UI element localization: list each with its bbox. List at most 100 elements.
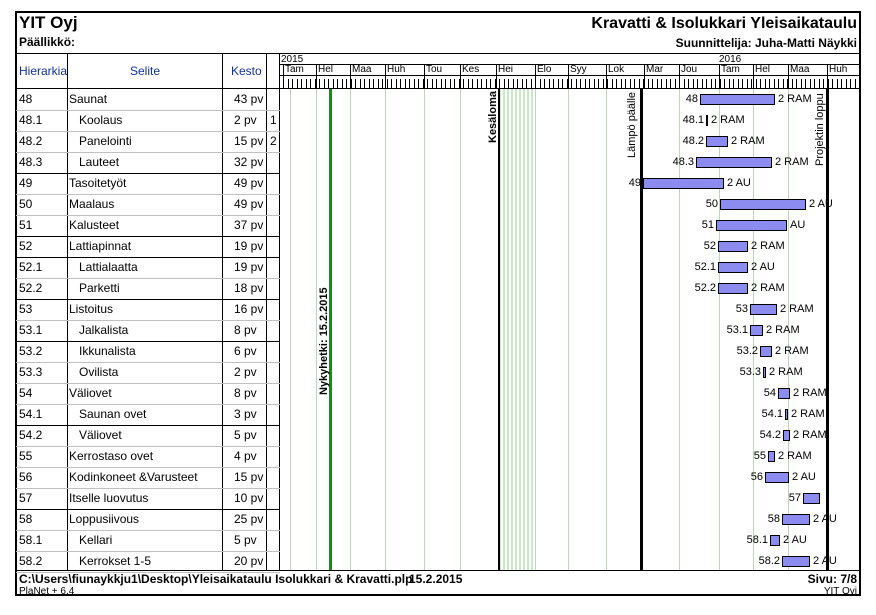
day-tick [508,79,509,88]
day-tick [306,79,307,88]
row-description: Saunat [69,92,108,106]
row-hierarchy: 48.3 [19,155,43,169]
gantt-bar[interactable] [783,430,790,441]
day-tick [589,79,590,88]
day-tick [463,79,464,88]
row-hierarchy: 53.2 [19,344,43,358]
day-tick [472,79,473,88]
gantt-bar[interactable] [785,409,788,420]
bar-resource-label: 2 RAM [751,282,785,294]
day-tick [729,79,730,88]
month-label: Tou [426,64,443,75]
gantt-bar[interactable] [782,556,810,567]
gantt-bar[interactable] [643,178,724,189]
row-description: Parketti [79,281,120,295]
gantt-bar[interactable] [696,157,772,168]
day-tick [765,79,766,88]
day-tick [616,79,617,88]
day-tick [283,79,284,88]
day-tick [544,79,545,88]
row-hierarchy: 57 [19,491,33,505]
gantt-bar[interactable] [782,514,810,525]
page-frame [15,11,861,596]
gantt-bar[interactable] [765,472,789,483]
day-tick [706,79,707,88]
month-label: Hei [498,64,514,75]
bar-id-label: 54 [763,387,776,399]
bar-id-label: 48.1 [682,114,704,126]
gantt-bar[interactable] [706,136,728,147]
month-divider [424,64,425,88]
day-tick [823,79,824,88]
bar-id-label: 53.1 [726,324,748,336]
row-hierarchy: 55 [19,449,33,463]
day-tick [391,79,392,88]
bar-resource-label: 2 AU [809,198,833,210]
day-tick [684,79,685,88]
month-gridline [316,89,317,570]
day-tick [288,79,289,88]
gantt-bar[interactable] [706,115,708,126]
day-tick [634,79,635,88]
month-label: Jou [681,64,698,75]
sep-dur [266,54,267,570]
gantt-bar[interactable] [778,388,790,399]
gantt-bar[interactable] [803,493,820,504]
day-tick [450,79,451,88]
day-tick [540,79,541,88]
day-tick [567,79,568,88]
row-description: Lattiapinnat [69,239,132,253]
gantt-bar[interactable] [700,94,775,105]
vacation-band [499,89,535,570]
row-description: Kerrostaso ovet [69,449,154,463]
gantt-bar[interactable] [716,220,787,231]
gantt-bar[interactable] [763,367,766,378]
row-description: Ikkunalista [79,344,136,358]
month-gridline [788,89,789,570]
gantt-bar[interactable] [718,241,748,252]
row-duration: 16 pv [234,302,264,316]
gantt-bar[interactable] [750,304,777,315]
row-duration: 49 pv [234,176,264,190]
day-tick [499,79,500,88]
day-tick [778,79,779,88]
month-gridline [460,89,461,570]
day-tick [792,79,793,88]
day-tick [418,79,419,88]
month-divider [788,64,789,88]
designer-label: Suunnittelija: Juha-Matti Näykki [675,36,857,50]
gantt-bar[interactable] [720,199,806,210]
bar-resource-label: 2 AU [783,534,807,546]
row-hierarchy: 48.2 [19,134,43,148]
day-tick [841,79,842,88]
month-label: Huh [829,64,848,75]
project-end-line [826,89,829,570]
year-2015: 2015 [281,54,304,65]
row-description: Panelointi [79,134,132,148]
project-end-label: Projektin loppu [814,93,826,166]
gantt-bar[interactable] [718,283,748,294]
day-tick [351,79,352,88]
gantt-bar[interactable] [770,535,780,546]
row-hierarchy: 52 [19,239,33,253]
gantt-bar[interactable] [750,325,763,336]
row-separator [16,278,280,279]
week-divider [280,75,860,76]
day-tick [405,79,406,88]
gantt-bar[interactable] [760,346,772,357]
day-tick [850,79,851,88]
day-tick [855,79,856,88]
bar-id-label: 58 [767,513,780,525]
bar-id-label: 57 [788,492,801,504]
row-separator [16,425,280,426]
row-separator [16,362,280,363]
bar-id-label: 53 [735,303,748,315]
day-tick [486,79,487,88]
gantt-bar[interactable] [768,451,775,462]
day-tick [297,79,298,88]
day-tick [454,79,455,88]
row-duration: 18 pv [234,281,264,295]
header-bottom [16,88,860,89]
gantt-bar[interactable] [718,262,748,273]
month-gridline [719,89,720,570]
